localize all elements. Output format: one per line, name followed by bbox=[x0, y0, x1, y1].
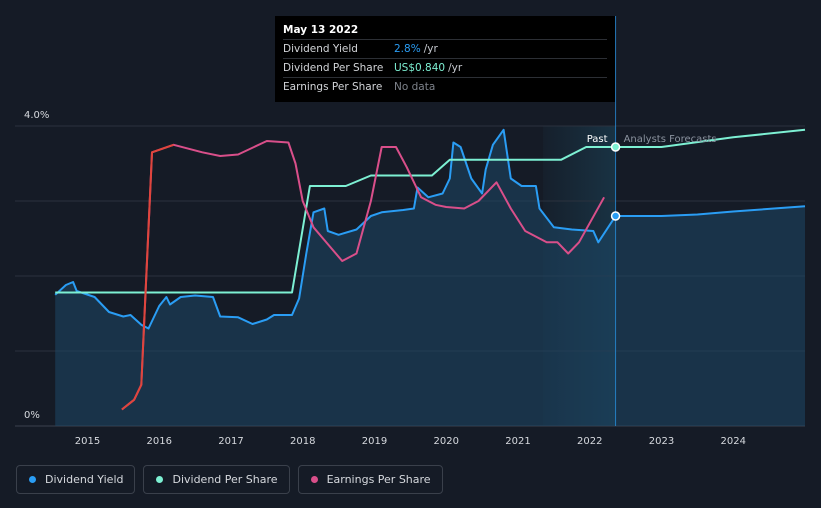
legend-label: Dividend Yield bbox=[45, 473, 124, 486]
forecast-label: Analysts Forecasts bbox=[624, 134, 717, 145]
tooltip-label: Dividend Yield bbox=[283, 43, 358, 55]
tooltip-unit: /yr bbox=[448, 62, 463, 74]
x-tick-label: 2024 bbox=[721, 436, 746, 447]
highlight-point bbox=[610, 211, 621, 221]
tooltip-label: Earnings Per Share bbox=[283, 81, 383, 93]
series-line-dividend-per-share bbox=[55, 128, 806, 294]
x-tick-label: 2018 bbox=[290, 436, 315, 447]
axes: 2015 2016 2017 2018 2019 2020 2021 2022 2023 2024… bbox=[24, 110, 746, 447]
legend-label: Dividend Per Share bbox=[172, 473, 278, 486]
tooltip-value: US$0.840 bbox=[394, 62, 446, 74]
series-lines bbox=[54, 128, 806, 411]
tooltip-date: May 13 2022 bbox=[283, 22, 607, 40]
area-layer bbox=[55, 129, 805, 427]
series-area-0 bbox=[55, 129, 805, 427]
legend-dot-icon bbox=[156, 476, 164, 483]
x-tick-label: 2023 bbox=[649, 436, 674, 447]
legend-item-dividend-per-share[interactable]: Dividend Per Share bbox=[143, 465, 290, 494]
legend-item-dividend-yield[interactable]: Dividend Yield bbox=[16, 465, 136, 494]
tooltip-unit: /yr bbox=[423, 43, 438, 55]
legend-item-earnings-per-share[interactable]: Earnings Per Share bbox=[297, 465, 443, 494]
tooltip-row-earnings-per-share: Earnings Per Share No data bbox=[283, 78, 607, 96]
x-tick-label: 2021 bbox=[505, 436, 530, 447]
x-tick-label: 2020 bbox=[434, 436, 459, 447]
x-tick-label: 2017 bbox=[218, 436, 243, 447]
tooltip-value: 2.8% bbox=[394, 43, 421, 55]
legend-dot-icon bbox=[29, 476, 36, 483]
tooltip: May 13 2022 Dividend Yield 2.8% /yr Divi… bbox=[275, 16, 615, 102]
x-tick-label: 2022 bbox=[577, 436, 602, 447]
tooltip-label: Dividend Per Share bbox=[283, 62, 384, 74]
legend-label: Earnings Per Share bbox=[326, 473, 431, 486]
series-line-earnings-start bbox=[121, 143, 174, 411]
legend: Dividend Yield Dividend Per Share Earnin… bbox=[16, 465, 443, 494]
x-tick-label: 2015 bbox=[75, 436, 100, 447]
y-tick-label: 0% bbox=[24, 410, 40, 421]
past-label: Past bbox=[587, 134, 608, 145]
series-line-dividend-yield bbox=[54, 128, 806, 330]
x-tick-label: 2016 bbox=[146, 436, 171, 447]
y-tick-label: 4.0% bbox=[24, 110, 49, 121]
highlight-point bbox=[610, 142, 621, 152]
tooltip-row-dividend-yield: Dividend Yield 2.8% /yr bbox=[283, 40, 607, 59]
x-tick-label: 2019 bbox=[362, 436, 387, 447]
tooltip-row-dividend-per-share: Dividend Per Share US$0.840 /yr bbox=[283, 59, 607, 78]
legend-dot-icon bbox=[310, 476, 318, 483]
tooltip-value: No data bbox=[394, 81, 436, 93]
highlight-points bbox=[610, 142, 621, 221]
series-line-earnings-per-share bbox=[121, 140, 605, 411]
